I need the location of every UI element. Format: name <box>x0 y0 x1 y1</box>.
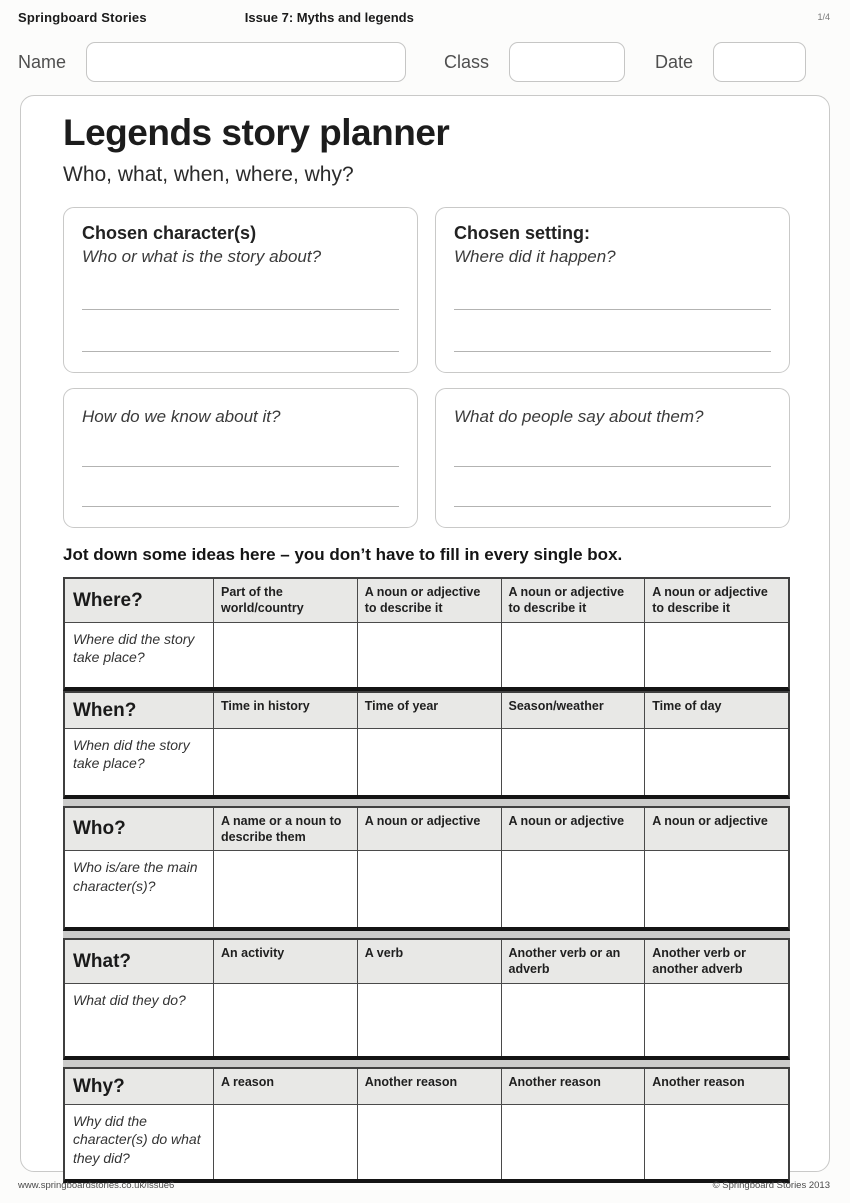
idea-cell[interactable] <box>644 622 788 687</box>
column-header: A name or a noun to describe them <box>213 807 357 851</box>
write-line[interactable] <box>82 506 399 507</box>
idea-cell[interactable] <box>213 983 357 1056</box>
idea-cell[interactable] <box>644 1104 788 1179</box>
section-divider <box>63 1059 790 1067</box>
column-header: Another verb or another adverb <box>644 940 788 984</box>
page-subtitle: Who, what, when, where, why? <box>63 163 354 186</box>
idea-table: Where? Part of the world/country A noun … <box>63 577 790 1183</box>
table-section-what: What? An activity A verb Another verb or… <box>63 938 790 1060</box>
date-input[interactable] <box>713 42 807 82</box>
idea-cell[interactable] <box>500 851 645 927</box>
idea-cell[interactable] <box>500 1104 645 1179</box>
idea-cell[interactable] <box>356 622 501 687</box>
idea-cell[interactable] <box>356 728 501 795</box>
footer-copyright: © Springboard Stories 2013 <box>712 1180 830 1191</box>
column-header: Part of the world/country <box>213 579 357 623</box>
table-section-who: Who? A name or a noun to describe them A… <box>63 805 790 931</box>
write-line[interactable] <box>82 466 399 467</box>
write-line[interactable] <box>82 308 399 310</box>
write-line[interactable] <box>82 351 399 352</box>
column-header: Another verb or an adverb <box>500 940 645 984</box>
name-label: Name <box>18 51 67 72</box>
column-header: A noun or adjective to describe it <box>500 579 645 623</box>
box-heading: Chosen character(s) <box>82 223 257 243</box>
column-header: A reason <box>213 1068 357 1105</box>
name-input[interactable] <box>86 42 407 82</box>
column-header: A noun or adjective <box>500 807 645 851</box>
section-label: Where? <box>65 579 213 623</box>
box-question: Where did it happen? <box>454 247 616 266</box>
column-header: Another reason <box>356 1068 501 1105</box>
column-header: A noun or adjective <box>356 807 501 851</box>
column-header: A verb <box>356 940 501 984</box>
page-number: 1/4 <box>817 12 830 22</box>
write-line[interactable] <box>454 308 771 310</box>
idea-cell[interactable] <box>356 1104 501 1179</box>
section-question: Where did the story take place? <box>73 630 195 666</box>
worksheet-card: Legends story planner Who, what, when, w… <box>20 95 830 1183</box>
idea-cell[interactable] <box>500 622 645 687</box>
column-header: Time of day <box>644 692 788 729</box>
idea-cell[interactable] <box>356 851 501 927</box>
write-line[interactable] <box>454 351 771 352</box>
idea-cell[interactable] <box>213 728 357 795</box>
box-chosen-setting: Chosen setting: Where did it happen? <box>435 207 790 373</box>
section-divider <box>63 931 790 938</box>
box-heading: Chosen setting: <box>454 223 591 243</box>
idea-cell[interactable] <box>356 983 501 1056</box>
column-header: Time of year <box>356 692 501 729</box>
instruction-text: Jot down some ideas here – you don’t hav… <box>63 545 623 564</box>
issue-title: Issue 7: Myths and legends <box>244 10 414 25</box>
box-chosen-characters: Chosen character(s) Who or what is the s… <box>63 207 418 373</box>
column-header: Time in history <box>213 692 357 729</box>
student-info-row: Name Class Date <box>0 34 850 86</box>
column-header: A noun or adjective <box>644 807 788 851</box>
section-question: When did the story take place? <box>73 736 190 772</box>
table-section-where: Where? Part of the world/country A noun … <box>63 577 790 691</box>
box-what-people-say: What do people say about them? <box>435 388 790 528</box>
write-line[interactable] <box>454 466 771 467</box>
section-question: Why did the character(s) do what they di… <box>73 1112 201 1167</box>
class-input[interactable] <box>509 42 626 82</box>
planner-boxes: Chosen character(s) Who or what is the s… <box>63 207 790 528</box>
idea-cell[interactable] <box>213 622 357 687</box>
idea-cell[interactable] <box>500 983 645 1056</box>
section-question: What did they do? <box>73 991 186 1008</box>
column-header: A noun or adjective to describe it <box>356 579 501 623</box>
section-label: When? <box>65 692 213 729</box>
box-how-do-we-know: How do we know about it? <box>63 388 418 528</box>
footer-url: www.springboardstories.co.uk/issue6 <box>18 1180 175 1191</box>
section-label: Who? <box>65 807 213 851</box>
idea-cell[interactable] <box>644 851 788 927</box>
table-section-when: When? Time in history Time of year Seaso… <box>63 690 790 799</box>
idea-cell[interactable] <box>644 728 788 795</box>
idea-cell[interactable] <box>213 1104 357 1179</box>
box-question: How do we know about it? <box>82 407 281 426</box>
column-header: A noun or adjective to describe it <box>644 579 788 623</box>
page-title: Legends story planner <box>63 112 450 153</box>
idea-cell[interactable] <box>213 851 357 927</box>
table-section-why: Why? A reason Another reason Another rea… <box>63 1066 790 1183</box>
column-header: An activity <box>213 940 357 984</box>
section-label: What? <box>65 940 213 984</box>
section-question: Who is/are the main character(s)? <box>73 859 198 894</box>
page-footer: www.springboardstories.co.uk/issue6 © Sp… <box>18 1180 830 1191</box>
idea-cell[interactable] <box>644 983 788 1056</box>
class-label: Class <box>444 51 490 72</box>
column-header: Season/weather <box>500 692 645 729</box>
column-header: Another reason <box>500 1068 645 1105</box>
page-header: Springboard Stories Issue 7: Myths and l… <box>0 0 850 34</box>
write-line[interactable] <box>454 506 771 507</box>
brand-title: Springboard Stories <box>18 10 147 25</box>
box-question: Who or what is the story about? <box>82 247 322 266</box>
section-label: Why? <box>65 1068 213 1105</box>
date-label: Date <box>655 51 694 72</box>
box-question: What do people say about them? <box>454 407 704 426</box>
column-header: Another reason <box>644 1068 788 1105</box>
idea-cell[interactable] <box>500 728 645 795</box>
section-divider <box>63 798 790 806</box>
